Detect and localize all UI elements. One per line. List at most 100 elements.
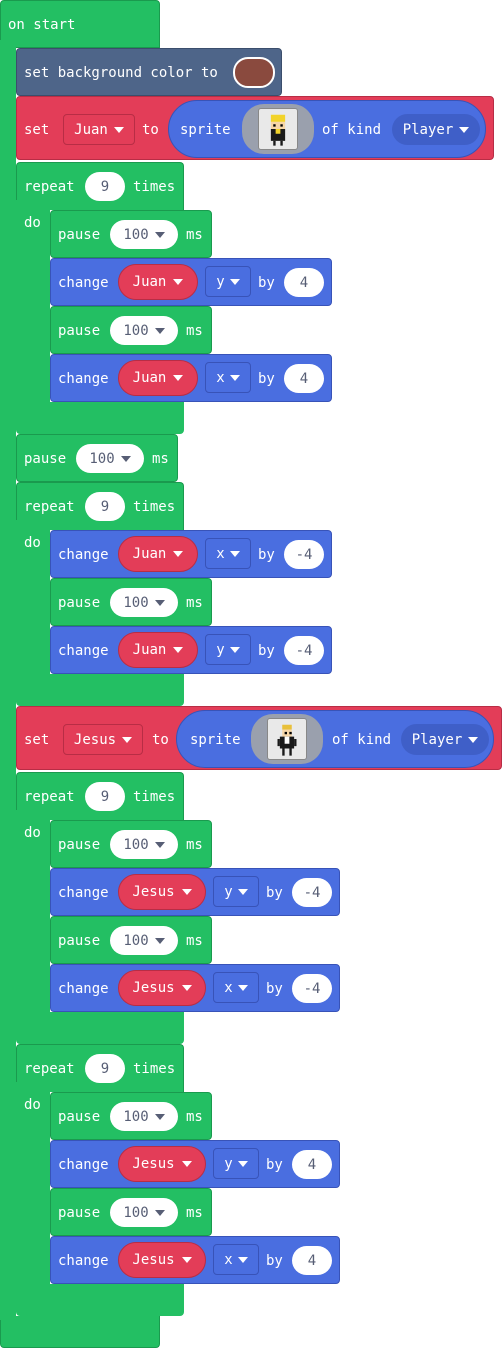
pause-duration-dropdown[interactable]: 100 bbox=[110, 926, 178, 955]
variable-label: Juan bbox=[132, 274, 167, 290]
pause-duration-value: 100 bbox=[123, 1108, 149, 1125]
change-amount-input[interactable]: -4 bbox=[292, 878, 332, 907]
chevron-down-icon bbox=[113, 126, 124, 133]
axis-dropdown[interactable]: x bbox=[213, 972, 259, 1003]
repeat-1-footer bbox=[16, 402, 184, 434]
pause-label: pause bbox=[58, 1109, 101, 1125]
jesus-kind-dropdown[interactable]: Player bbox=[401, 724, 489, 755]
jesus-of-kind-label: of kind bbox=[332, 732, 392, 748]
chevron-down-icon bbox=[173, 375, 184, 381]
variable-dropdown[interactable]: Juan bbox=[118, 536, 198, 572]
on-start-footer-fill bbox=[0, 1300, 16, 1320]
repeat-1-do-label: do bbox=[24, 215, 41, 231]
repeat-1-label: repeat bbox=[24, 179, 75, 195]
repeat-2-spine bbox=[16, 520, 50, 680]
change-amount-input[interactable]: 4 bbox=[292, 1150, 332, 1179]
variable-dropdown[interactable]: Juan bbox=[118, 360, 198, 396]
chevron-down-icon bbox=[181, 1161, 192, 1167]
pause-duration-dropdown[interactable]: 100 bbox=[110, 1198, 178, 1227]
variable-label: Jesus bbox=[132, 1252, 175, 1268]
background-color-swatch[interactable] bbox=[233, 57, 275, 88]
change-amount-input[interactable]: -4 bbox=[284, 636, 324, 665]
ms-label: ms bbox=[186, 323, 203, 339]
axis-dropdown[interactable]: y bbox=[213, 1148, 259, 1179]
variable-dropdown[interactable]: Jesus bbox=[118, 1146, 206, 1182]
repeat-4-label: repeat bbox=[24, 1061, 75, 1077]
jesus-sprite-thumbnail[interactable] bbox=[267, 718, 307, 760]
repeat-3-count[interactable]: 9 bbox=[85, 782, 125, 811]
variable-dropdown[interactable]: Jesus bbox=[118, 1242, 206, 1278]
repeat-3-spine bbox=[16, 810, 50, 1020]
chevron-down-icon bbox=[154, 599, 165, 606]
repeat-3-do-label: do bbox=[24, 825, 41, 841]
repeat-2-label: repeat bbox=[24, 499, 75, 515]
chevron-down-icon bbox=[181, 985, 192, 991]
variable-dropdown[interactable]: Jesus bbox=[118, 874, 206, 910]
juan-variable-dropdown[interactable]: Juan bbox=[63, 114, 135, 145]
change-amount-input[interactable]: 4 bbox=[284, 364, 324, 393]
chevron-down-icon bbox=[229, 278, 240, 285]
axis-dropdown[interactable]: y bbox=[205, 634, 251, 665]
jesus-sprite-label: sprite bbox=[190, 732, 241, 748]
pause-label: pause bbox=[58, 323, 101, 339]
chevron-down-icon bbox=[173, 647, 184, 653]
repeat-2-do-label: do bbox=[24, 535, 41, 551]
change-amount-input[interactable]: -4 bbox=[284, 540, 324, 569]
repeat-2-footer bbox=[16, 674, 184, 706]
pause-duration-dropdown[interactable]: 100 bbox=[76, 444, 144, 473]
pause-duration-dropdown[interactable]: 100 bbox=[110, 830, 178, 859]
jesus-variable-dropdown[interactable]: Jesus bbox=[63, 724, 143, 755]
repeat-1-count[interactable]: 9 bbox=[85, 172, 125, 201]
change-label: change bbox=[58, 1253, 109, 1269]
axis-label: y bbox=[224, 883, 233, 900]
pause-duration-dropdown[interactable]: 100 bbox=[110, 588, 178, 617]
repeat-2-times-label: times bbox=[133, 499, 176, 515]
change-amount-input[interactable]: 4 bbox=[284, 268, 324, 297]
ms-label: ms bbox=[152, 451, 169, 467]
variable-dropdown[interactable]: Jesus bbox=[118, 970, 206, 1006]
repeat-1-spine bbox=[16, 200, 50, 410]
repeat-1-times-label: times bbox=[133, 179, 176, 195]
chevron-down-icon bbox=[229, 550, 240, 557]
pause-duration-dropdown[interactable]: 100 bbox=[110, 220, 178, 249]
change-amount-input[interactable]: 4 bbox=[292, 1246, 332, 1275]
variable-dropdown[interactable]: Juan bbox=[118, 264, 198, 300]
juan-sprite-icon bbox=[270, 114, 286, 146]
chevron-down-icon bbox=[468, 736, 479, 743]
juan-kind-dropdown[interactable]: Player bbox=[392, 114, 480, 145]
juan-sprite-label: sprite bbox=[180, 122, 231, 138]
pause-label: pause bbox=[24, 451, 67, 467]
pause-duration-dropdown[interactable]: 100 bbox=[110, 316, 178, 345]
pause-duration-value: 100 bbox=[123, 322, 149, 339]
pause-duration-value: 100 bbox=[123, 1204, 149, 1221]
variable-label: Jesus bbox=[132, 980, 175, 996]
axis-dropdown[interactable]: x bbox=[213, 1244, 259, 1275]
pause-duration-value: 100 bbox=[123, 932, 149, 949]
by-label: by bbox=[266, 885, 283, 901]
chevron-down-icon bbox=[122, 736, 133, 743]
repeat-2-count[interactable]: 9 bbox=[85, 492, 125, 521]
pause-label: pause bbox=[58, 837, 101, 853]
variable-dropdown[interactable]: Juan bbox=[118, 632, 198, 668]
pause-duration-dropdown[interactable]: 100 bbox=[110, 1102, 178, 1131]
change-amount-input[interactable]: -4 bbox=[292, 974, 332, 1003]
chevron-down-icon bbox=[173, 551, 184, 557]
chevron-down-icon bbox=[237, 1160, 248, 1167]
pause-block-2a[interactable] bbox=[50, 578, 212, 626]
repeat-4-count[interactable]: 9 bbox=[85, 1054, 125, 1083]
pause-label: pause bbox=[58, 227, 101, 243]
chevron-down-icon bbox=[120, 455, 131, 462]
by-label: by bbox=[266, 1253, 283, 1269]
on-start-block[interactable] bbox=[0, 0, 160, 48]
axis-dropdown[interactable]: y bbox=[205, 266, 251, 297]
change-label: change bbox=[58, 885, 109, 901]
juan-sprite-thumbnail[interactable] bbox=[258, 108, 298, 150]
pause-label: pause bbox=[58, 1205, 101, 1221]
variable-label: Jesus bbox=[132, 1156, 175, 1172]
axis-dropdown[interactable]: x bbox=[205, 362, 251, 393]
axis-dropdown[interactable]: x bbox=[205, 538, 251, 569]
set-juan-to-label: to bbox=[142, 122, 159, 138]
axis-dropdown[interactable]: y bbox=[213, 876, 259, 907]
jesus-variable-label: Jesus bbox=[73, 731, 117, 748]
change-label: change bbox=[58, 547, 109, 563]
